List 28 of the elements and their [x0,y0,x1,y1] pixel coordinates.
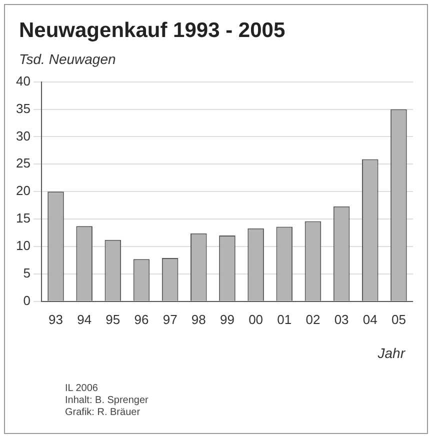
y-tick-label: 40 [16,73,30,88]
x-tick-label: 01 [277,312,292,327]
x-tick-label: 97 [162,312,178,327]
x-tick-label: 03 [334,312,349,327]
x-tick-label: 99 [220,312,234,327]
x-tick-label: 93 [48,312,63,327]
y-tick-label: 5 [23,266,30,281]
y-tick-label: 25 [16,156,30,171]
y-tick-label: 30 [16,128,30,144]
text: IL 2006 [65,383,99,395]
chart-title: Neuwagenkauf 1993 - 2005 [19,19,286,43]
y-axis-title: Tsd. Neuwagen [19,51,116,67]
x-tick-label: 96 [134,312,149,327]
text: Grafik: R. Bräuer [65,407,142,419]
y-tick-label: 35 [16,100,30,116]
x-tick-label: 00 [248,312,264,327]
text: Inhalt: B. Sprenger [65,395,148,407]
x-tick-label: 95 [106,312,120,327]
y-tick-label: 0 [23,292,30,308]
x-tick-label: 94 [77,312,92,327]
y-tick-label: 20 [16,183,30,198]
x-tick-label: 05 [391,312,406,327]
x-tick-label: 02 [306,312,320,327]
x-tick-label: 04 [362,312,378,327]
y-tick-label: 10 [16,238,30,254]
x-tick-label: 98 [191,312,206,327]
x-axis-title: Jahr [378,345,405,361]
y-tick-label: 15 [16,210,30,226]
